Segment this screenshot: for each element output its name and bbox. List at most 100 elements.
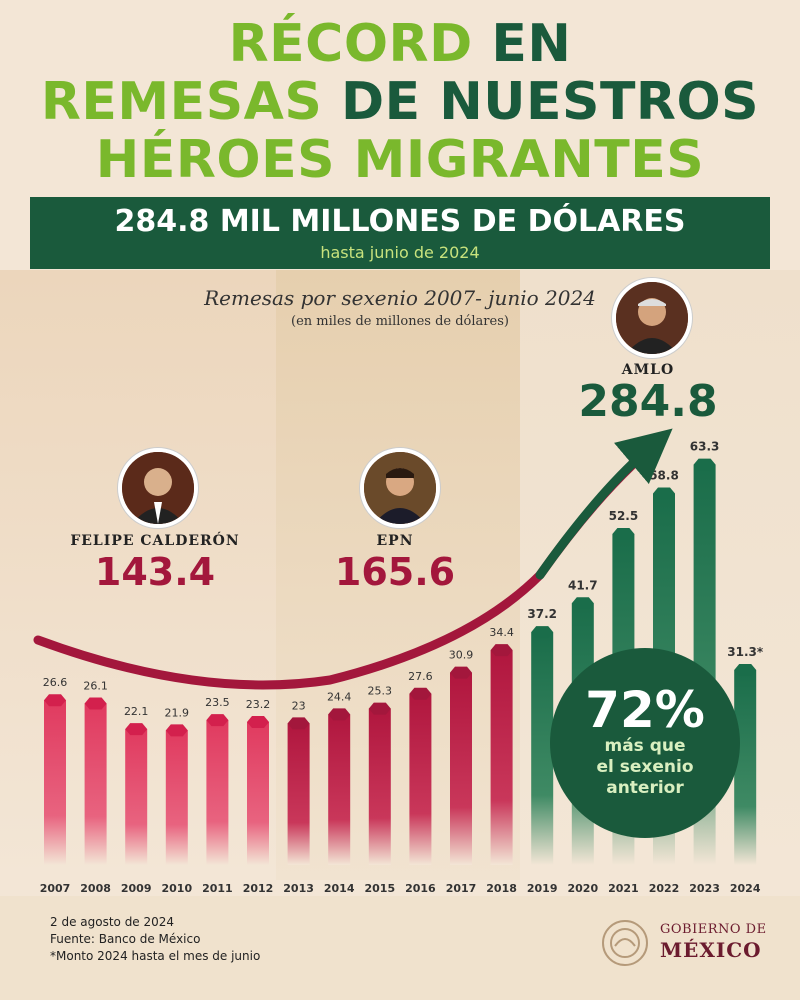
year-label-2013: 2013	[283, 882, 314, 895]
bar-cap-2019	[531, 626, 554, 639]
value-label-2014: 24.4	[327, 690, 352, 703]
value-label-2024: 31.3*	[727, 645, 764, 659]
bar-2007	[44, 700, 66, 865]
footer	[0, 896, 800, 1000]
panel-epn	[276, 270, 520, 880]
bar-2017	[450, 672, 472, 865]
year-label-2017: 2017	[446, 882, 477, 895]
bar-cap-2013	[287, 717, 310, 730]
bar-cap-2009	[125, 723, 148, 736]
callout-circle: 72% más que el sexenio anterior	[550, 648, 740, 838]
value-label-2015: 25.3	[368, 685, 393, 698]
bar-2016	[409, 693, 432, 865]
bar-cap-2020	[571, 597, 594, 610]
callout-line-1: más que	[604, 736, 686, 756]
title-line-3: HÉROES MIGRANTES	[95, 130, 705, 190]
year-label-2010: 2010	[161, 882, 192, 895]
calderon-portrait	[118, 448, 198, 528]
bar-cap-2017	[450, 666, 472, 679]
title-word-record: RÉCORD	[228, 14, 473, 74]
epn-portrait	[360, 448, 440, 528]
footer-source: Fuente: Banco de México	[50, 932, 201, 946]
title-line-2: REMESAS DE NUESTROS	[0, 74, 800, 130]
bar-2015	[368, 708, 391, 865]
bar-cap-2010	[165, 724, 188, 737]
value-label-2013: 23	[292, 699, 306, 712]
bar-cap-2007	[44, 694, 66, 707]
bar-2014	[328, 714, 351, 865]
year-label-2007: 2007	[40, 882, 71, 895]
value-label-2009: 22.1	[124, 705, 149, 718]
logo-line-2: MÉXICO	[660, 938, 762, 962]
year-label-2012: 2012	[243, 882, 274, 895]
group-total-calderon: 143.4	[94, 550, 216, 594]
year-label-2018: 2018	[486, 882, 517, 895]
coat-of-arms-icon	[602, 920, 648, 966]
year-label-2014: 2014	[324, 882, 355, 895]
bar-2018	[490, 650, 513, 865]
bar-2012	[247, 722, 269, 865]
value-label-2020: 41.7	[568, 578, 598, 592]
year-label-2016: 2016	[405, 882, 436, 895]
bar-cap-2022	[653, 487, 675, 500]
value-label-2007: 26.6	[43, 676, 68, 689]
title-word-en: EN	[491, 14, 572, 74]
value-label-2022: 58.8	[649, 469, 679, 483]
footer-note: *Monto 2024 hasta el mes de junio	[50, 949, 261, 963]
bar-cap-2021	[612, 527, 635, 540]
banner-total: 284.8 MIL MILLONES DE DÓLARES	[114, 204, 686, 239]
title-word-de-nuestros: DE NUESTROS	[340, 72, 760, 132]
year-label-2023: 2023	[689, 882, 720, 895]
bar-cap-2018	[490, 644, 513, 657]
gobierno-logo: GOBIERNO DE MÉXICO	[600, 918, 780, 968]
total-banner: 284.8 MIL MILLONES DE DÓLARES hasta juni…	[30, 197, 770, 269]
bar-cap-2014	[328, 708, 351, 721]
value-label-2021: 52.5	[609, 509, 639, 523]
year-label-2020: 2020	[567, 882, 598, 895]
value-label-2012: 23.2	[246, 698, 271, 711]
bar-2008	[84, 703, 107, 865]
group-label-calderon: FELIPE CALDERÓN	[70, 533, 240, 549]
chart-title: Remesas por sexenio 2007- junio 2024	[204, 286, 596, 310]
year-label-2024: 2024	[730, 882, 761, 895]
value-label-2018: 34.4	[489, 626, 514, 639]
value-label-2023: 63.3	[690, 440, 720, 454]
bar-cap-2023	[693, 458, 716, 471]
value-label-2019: 37.2	[527, 607, 557, 621]
logo-line-1: GOBIERNO DE	[660, 922, 767, 937]
value-label-2010: 21.9	[165, 706, 190, 719]
amlo-portrait	[612, 278, 692, 358]
year-label-2008: 2008	[80, 882, 111, 895]
bar-cap-2012	[247, 716, 269, 729]
callout-line-3: anterior	[606, 778, 684, 798]
group-total-amlo: 284.8	[578, 376, 718, 427]
group-label-epn: EPN	[376, 533, 414, 549]
callout-line-2: el sexenio	[596, 757, 694, 777]
bar-cap-2024	[734, 664, 757, 677]
year-label-2011: 2011	[202, 882, 233, 895]
year-label-2019: 2019	[527, 882, 558, 895]
value-label-2016: 27.6	[408, 670, 433, 683]
footer-date: 2 de agosto de 2024	[50, 915, 175, 929]
year-label-2021: 2021	[608, 882, 639, 895]
group-label-amlo: AMLO	[621, 362, 675, 378]
bar-cap-2011	[206, 714, 229, 727]
bar-cap-2016	[409, 687, 432, 700]
title-line-1: RÉCORD EN	[0, 16, 800, 72]
chart-subtitle: (en miles de millones de dólares)	[291, 314, 509, 329]
bar-2013	[287, 723, 310, 865]
year-label-2015: 2015	[364, 882, 395, 895]
trend-arrow-red	[33, 435, 665, 690]
year-label-2022: 2022	[649, 882, 680, 895]
year-label-2009: 2009	[121, 882, 152, 895]
banner-period: hasta junio de 2024	[320, 243, 480, 262]
bar-cap-2015	[368, 702, 391, 715]
value-label-2008: 26.1	[83, 679, 108, 692]
group-total-epn: 165.6	[334, 550, 456, 594]
value-label-2011: 23.5	[205, 696, 230, 709]
callout-percent: 72%	[585, 681, 705, 739]
value-label-2017: 30.9	[449, 649, 474, 662]
bar-2019	[531, 632, 554, 865]
trend-arrow-green	[535, 428, 673, 580]
bar-2009	[125, 729, 148, 865]
